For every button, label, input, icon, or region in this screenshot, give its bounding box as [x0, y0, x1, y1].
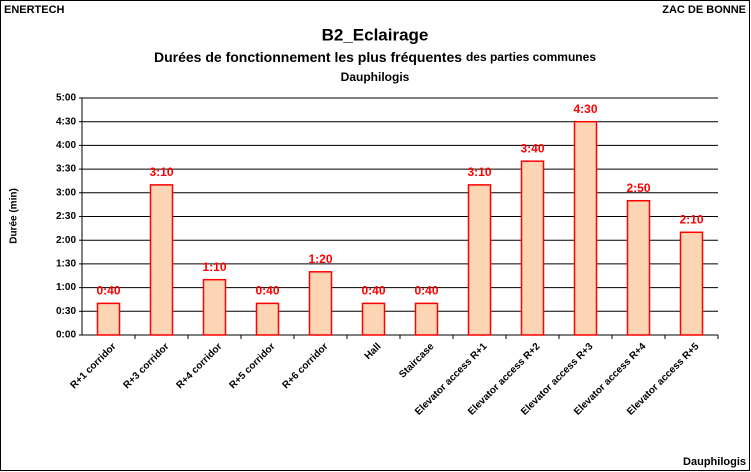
bar: [202, 278, 227, 336]
data-label: 1:20: [308, 252, 332, 266]
data-label: 2:10: [679, 212, 703, 226]
y-tick-label: 5:00: [56, 93, 76, 104]
bar: [149, 184, 174, 336]
bar: [255, 302, 280, 336]
y-tick-label: 1:00: [56, 282, 76, 293]
data-label: 1:10: [202, 260, 226, 274]
bar: [361, 302, 386, 336]
y-tick-label: 1:30: [56, 259, 76, 270]
header-right: ZAC DE BONNE: [662, 4, 746, 16]
y-tick-label: 4:30: [56, 116, 76, 127]
title-suffix: des parties communes: [466, 50, 596, 64]
data-label: 0:40: [414, 284, 438, 298]
chart-title: B2_Eclairage: [322, 25, 429, 44]
y-tick-label: 3:00: [56, 187, 76, 198]
y-tick-label: 2:00: [56, 235, 76, 246]
header-left: ENERTECH: [4, 4, 65, 16]
y-tick-label: 4:00: [56, 140, 76, 151]
data-label: 0:40: [361, 284, 385, 298]
title-main: Durées de fonctionnement les plus fréque…: [154, 49, 462, 65]
bar: [626, 199, 651, 336]
y-tick-label: 0:30: [56, 306, 76, 317]
bar: [96, 302, 121, 336]
y-tick-label: 2:30: [56, 211, 76, 222]
data-label: 4:30: [573, 102, 597, 116]
data-label: 2:50: [626, 181, 650, 195]
y-tick-label: 0:00: [56, 330, 76, 341]
chart-subtitle: Dauphilogis: [341, 70, 410, 84]
data-label: 0:40: [255, 284, 279, 298]
y-axis-label: Durée (min): [9, 188, 20, 244]
chart-title-line2: Durées de fonctionnement les plus fréque…: [154, 49, 596, 65]
bar: [308, 271, 333, 336]
data-label: 3:10: [467, 165, 491, 179]
bar: [414, 302, 439, 336]
data-label: 3:10: [149, 165, 173, 179]
data-label: 0:40: [96, 284, 120, 298]
data-label: 3:40: [520, 141, 544, 155]
bar: [573, 120, 598, 336]
bar: [679, 231, 704, 336]
footer: Dauphilogis: [683, 456, 746, 468]
y-tick-label: 3:30: [56, 164, 76, 175]
bar: [467, 184, 492, 336]
bar: [520, 160, 545, 336]
